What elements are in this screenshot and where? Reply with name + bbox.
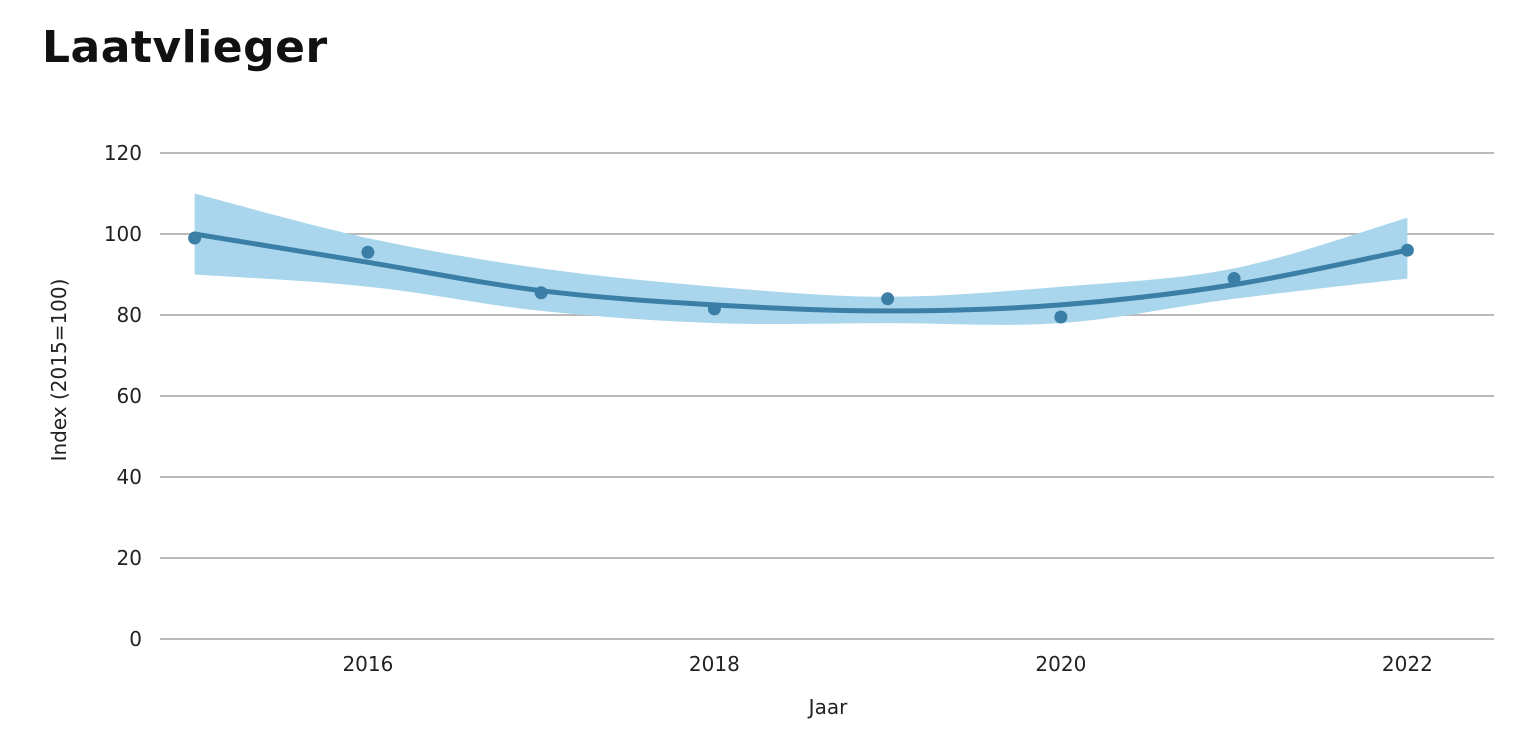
x-tick-label: 2018: [689, 652, 740, 676]
y-tick-label: 80: [117, 303, 142, 327]
data-point: [361, 245, 375, 259]
data-point: [1400, 243, 1414, 257]
y-tick-label: 0: [129, 627, 142, 651]
confidence-band-area: [194, 193, 1408, 325]
y-axis-label: Index (2015=100): [47, 279, 71, 462]
trend-line-path: [192, 231, 1410, 314]
confidence-band: [194, 193, 1408, 325]
y-tick-label: 60: [117, 384, 142, 408]
data-point: [1054, 310, 1068, 324]
chart-title: Laatvlieger: [42, 22, 328, 73]
x-tick-label: 2016: [342, 652, 393, 676]
trend-line: [192, 231, 1410, 314]
data-point: [1227, 272, 1241, 286]
data-points: [188, 231, 1414, 324]
data-point: [707, 302, 721, 316]
y-tick-labels: 0 20 40 60 80 100 120: [104, 141, 142, 651]
x-tick-label: 2020: [1035, 652, 1086, 676]
y-tick-label: 20: [117, 546, 142, 570]
data-point: [881, 292, 895, 306]
data-point: [534, 286, 548, 300]
gridlines: [160, 152, 1494, 640]
y-tick-label: 100: [104, 222, 142, 246]
x-axis-label: Jaar: [807, 695, 848, 719]
x-tick-labels: 2016 2018 2020 2022: [342, 652, 1432, 676]
y-tick-label: 40: [117, 465, 142, 489]
data-point: [188, 231, 202, 245]
y-tick-label: 120: [104, 141, 142, 165]
x-tick-label: 2022: [1382, 652, 1433, 676]
